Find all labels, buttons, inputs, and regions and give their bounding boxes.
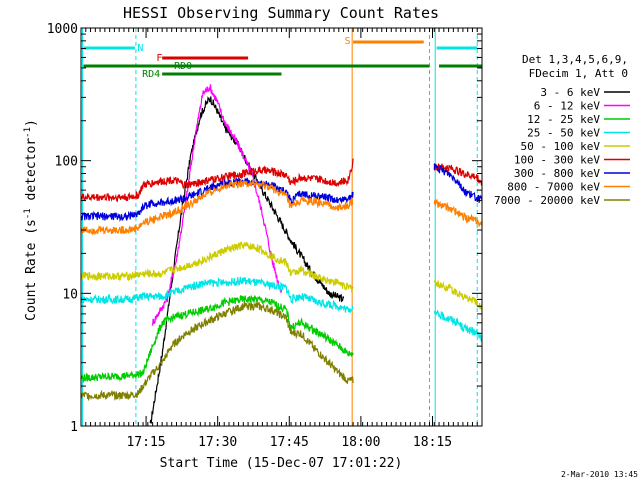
x-tick-label-18-15: 18:15 (413, 435, 452, 450)
flag-label-rd0: RD0 (174, 61, 192, 72)
flag-label-f: F (156, 53, 162, 64)
legend-header-2: FDecim 1, Att 0 (529, 67, 628, 80)
series-line-12-25-kev (80, 294, 354, 384)
series-line-800-7000-kev-post (433, 198, 483, 227)
labels: HESSI Observing Summary Count Rates Star… (23, 4, 638, 479)
y-axis-label-end: ) (24, 119, 39, 127)
series-line-300-800-kev-post (433, 163, 483, 203)
x-tick-label-17-30: 17:30 (198, 435, 237, 450)
y-tick-label-100: 100 (55, 155, 78, 170)
y-tick-label-10: 10 (62, 287, 78, 302)
x-tick-label-17-15: 17:15 (126, 435, 165, 450)
y-tick-label-1000: 1000 (47, 22, 78, 37)
series-lines (80, 84, 483, 424)
flag-label-rd4: RD4 (142, 69, 160, 80)
legend-label-25-50-kev: 25 - 50 keV (527, 127, 600, 140)
axes: 1 10 100 1000 17:15 17:30 17:45 18:00 18:15 (47, 22, 483, 450)
legend-label-100-300-kev: 100 - 300 keV (514, 154, 600, 167)
series-line-25-50-kev-post (433, 309, 483, 342)
legend-label-50-100-kev: 50 - 100 keV (521, 140, 601, 153)
chart-title: HESSI Observing Summary Count Rates (123, 4, 439, 22)
series-line-100-300-kev (80, 158, 354, 203)
y-axis-label-main: Count Rate (s (24, 219, 39, 321)
legend: Det 1,3,4,5,6,9, FDecim 1, Att 0 3 - 6 k… (494, 53, 630, 207)
x-axis-label: Start Time (15-Dec-07 17:01:22) (160, 456, 403, 471)
x-tick-label-18-00: 18:00 (341, 435, 380, 450)
observing-flags: N F RD0 RD4 S (83, 36, 482, 80)
legend-label-6-12-kev: 6 - 12 keV (534, 100, 601, 113)
y-tick-label-1: 1 (70, 420, 78, 435)
series-line-800-7000-kev (80, 177, 354, 236)
y-axis-label-mid: detector (24, 138, 39, 209)
legend-label-300-800-kev: 300 - 800 keV (514, 167, 600, 180)
series-line-50-100-kev-post (433, 279, 483, 311)
series-line-100-300-kev-post (433, 163, 483, 186)
legend-label-7000-20000-kev: 7000 - 20000 keV (494, 194, 600, 207)
y-axis-label-sup1: -1 (23, 208, 33, 219)
flag-label-s: S (345, 36, 351, 47)
legend-label-12-25-kev: 12 - 25 keV (527, 113, 600, 126)
legend-header-1: Det 1,3,4,5,6,9, (522, 53, 628, 66)
y-axis-label: Count Rate (s-1 detector-1) (23, 119, 39, 321)
footer-date: 2-Mar-2010 13:45 (561, 470, 638, 479)
series-line-50-100-kev (80, 240, 354, 293)
flag-label-n: N (137, 43, 143, 54)
series-line-25-50-kev (80, 276, 354, 314)
x-tick-label-17-45: 17:45 (270, 435, 309, 450)
legend-label-800-7000-kev: 800 - 7000 keV (507, 181, 600, 194)
legend-label-3-6-kev: 3 - 6 keV (540, 86, 600, 99)
y-axis-label-sup2: -1 (23, 127, 33, 138)
series-line-7000-20000-kev (80, 300, 354, 402)
